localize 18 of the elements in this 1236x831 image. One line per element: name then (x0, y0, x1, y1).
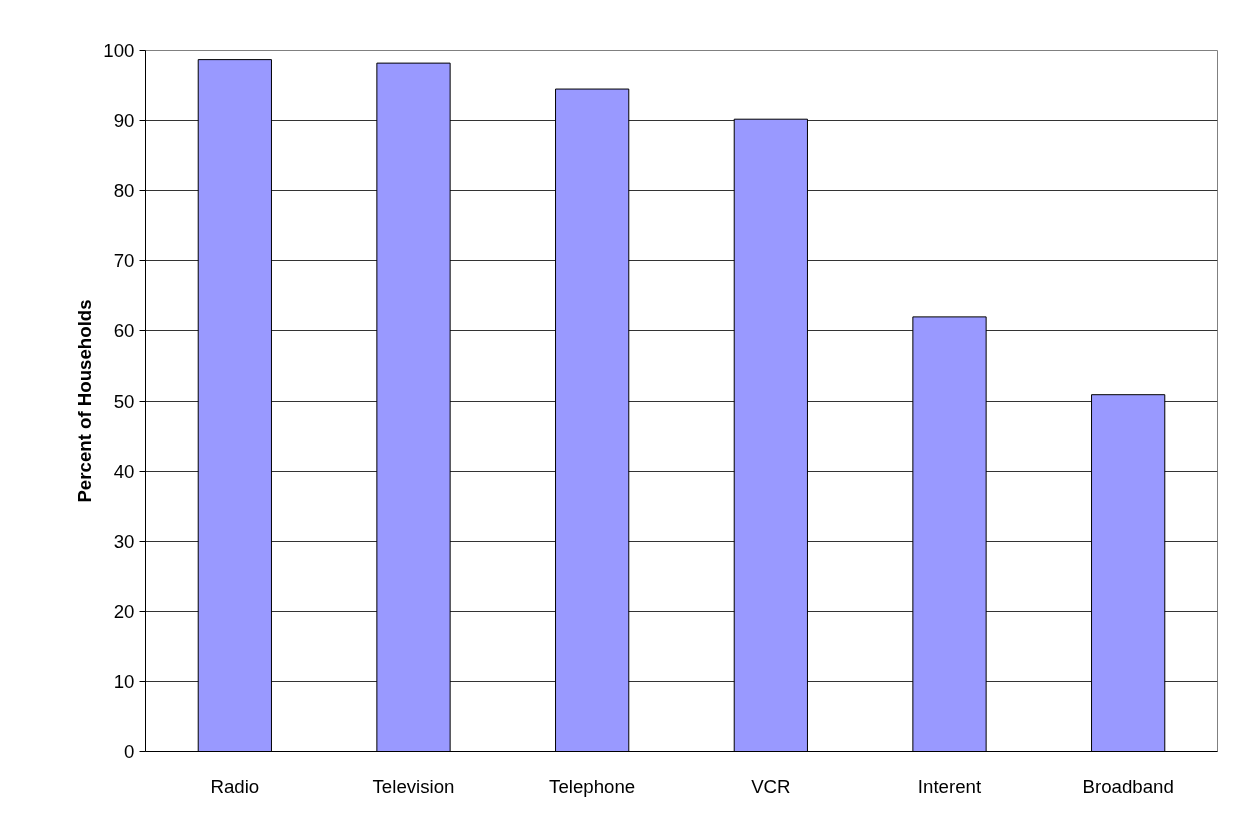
y-axis-title: Percent of Households (74, 299, 96, 503)
y-tick-label: 0 (124, 741, 135, 762)
y-tick-label: 100 (103, 40, 135, 61)
y-tick-label: 60 (113, 320, 135, 342)
y-tick-label: 50 (113, 390, 135, 412)
x-tick-label: Broadband (1082, 775, 1174, 797)
y-tick-label: 80 (113, 180, 135, 202)
x-tick-label: Interent (917, 775, 982, 797)
y-tick-label: 30 (113, 530, 135, 552)
y-tick-label: 10 (113, 670, 135, 692)
y-tick-label: 70 (113, 250, 135, 272)
y-tick-label: 40 (113, 460, 135, 482)
y-tick-label: 90 (113, 110, 135, 132)
x-tick-label: Radio (210, 775, 260, 797)
x-tick-label: Television (372, 775, 455, 797)
y-tick-label: 20 (113, 600, 135, 622)
x-tick-label: Telephone (549, 775, 636, 797)
x-tick-label: VCR (751, 775, 791, 797)
